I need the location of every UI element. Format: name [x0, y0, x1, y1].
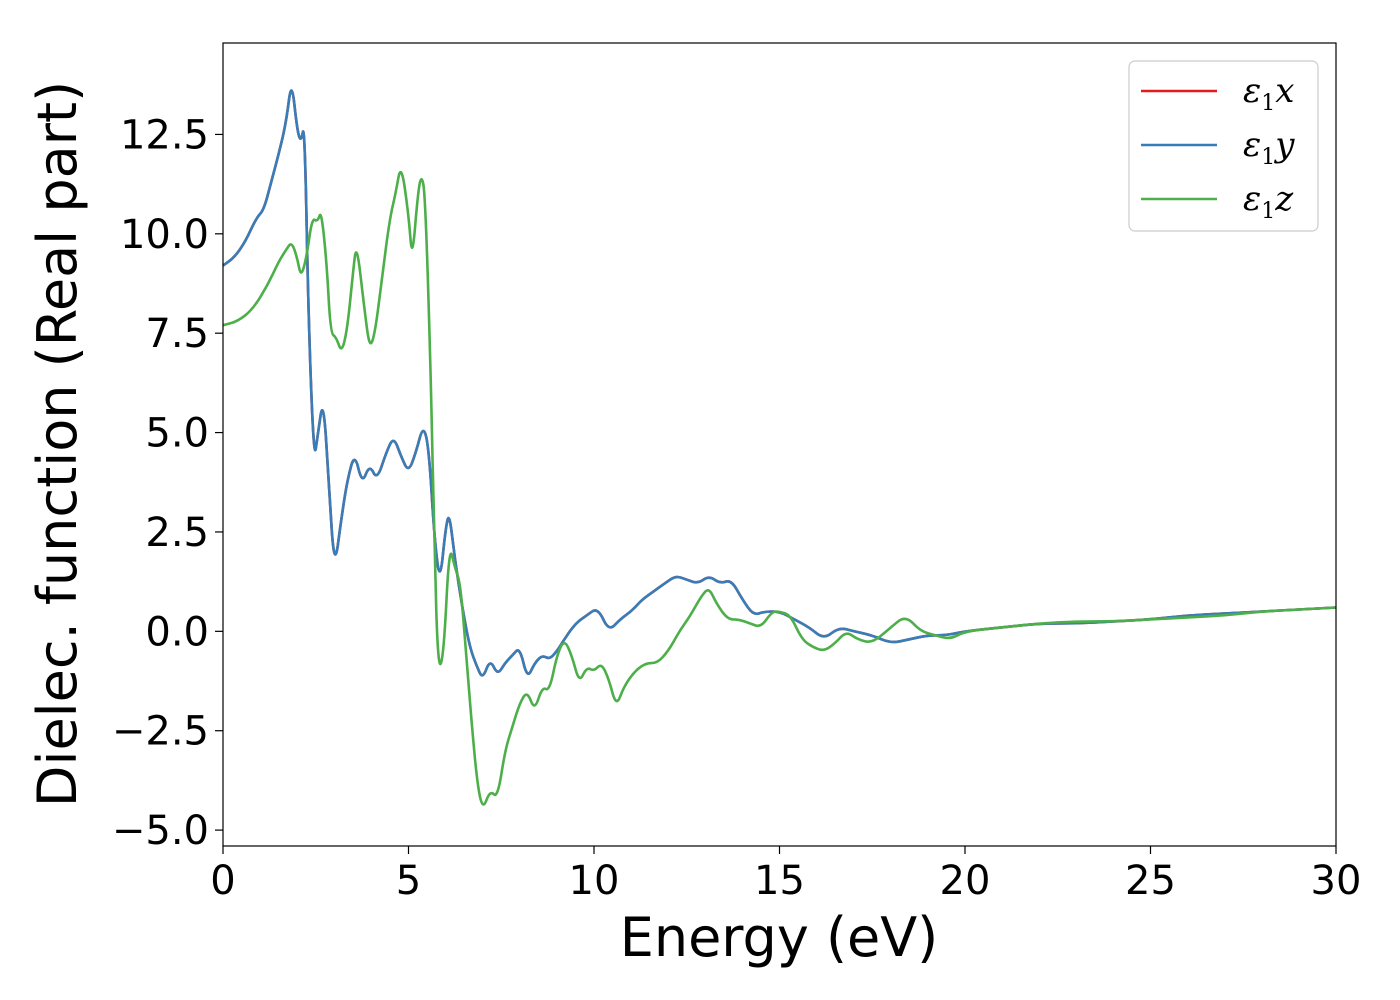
y-tick-label: −2.5 [112, 709, 209, 755]
x-axis: 0 5 10 15 20 25 30 [210, 846, 1361, 904]
legend: ε1x ε1y ε1z [1128, 60, 1319, 232]
legend-box [1128, 60, 1319, 232]
x-tick-label: 25 [1125, 858, 1176, 904]
x-tick-label: 5 [396, 858, 421, 904]
y-tick-label: 10.0 [120, 212, 209, 258]
x-axis-title: Energy (eV) [620, 906, 939, 969]
legend-label-x: ε1x [1243, 71, 1294, 116]
y-tick-label: −5.0 [112, 808, 209, 854]
y-axis: −5.0 −2.5 0.0 2.5 5.0 7.5 10.0 12.5 [112, 112, 223, 854]
y-axis-title: Dielec. function (Real part) [26, 81, 89, 807]
x-tick-label: 15 [754, 858, 805, 904]
series-line-y [222, 89, 1337, 677]
series-line-z [222, 170, 1337, 806]
legend-label-y: ε1y [1243, 125, 1295, 170]
y-tick-label: 2.5 [145, 510, 209, 556]
y-tick-label: 7.5 [145, 311, 209, 357]
x-tick-label: 20 [940, 858, 991, 904]
y-tick-label: 12.5 [120, 112, 209, 158]
x-tick-label: 30 [1311, 858, 1362, 904]
x-tick-label: 10 [569, 858, 620, 904]
y-tick-label: 0.0 [145, 609, 209, 655]
x-tick-label: 0 [210, 858, 235, 904]
series-layer [222, 89, 1337, 806]
legend-label-z: ε1z [1243, 179, 1294, 224]
y-tick-label: 5.0 [145, 411, 209, 457]
